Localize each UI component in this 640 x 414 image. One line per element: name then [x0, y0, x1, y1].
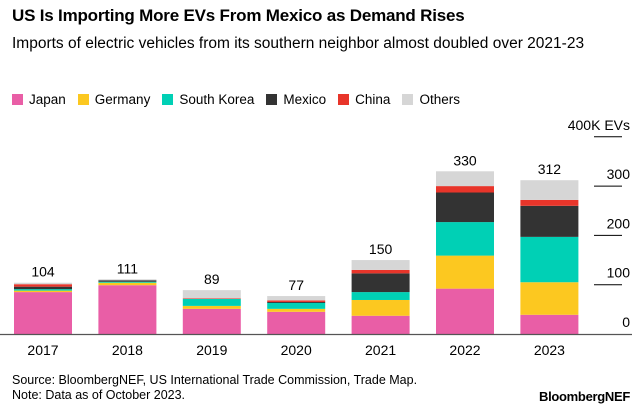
- bar-segment-japan-2019: [182, 308, 241, 334]
- bar-segment-china-2023: [520, 199, 579, 206]
- bar-segment-china-2017: [14, 284, 72, 287]
- total-label: 104: [31, 264, 55, 280]
- note-text: Note: Data as of October 2023.: [12, 388, 186, 402]
- total-label: 89: [204, 271, 220, 287]
- bar-segment-south-korea-2023: [520, 236, 579, 283]
- bar-segment-south-korea-2022: [436, 222, 494, 256]
- bar-segment-china-2022: [436, 186, 494, 193]
- bar-segment-others-2017: [14, 282, 72, 285]
- bar-segment-japan-2023: [520, 314, 579, 334]
- bar-segment-others-2019: [182, 290, 241, 299]
- legend-label: Others: [419, 92, 460, 107]
- legend-swatch: [266, 94, 278, 105]
- bar-segment-others-2023: [520, 180, 579, 200]
- x-tick-label: 2018: [112, 342, 143, 358]
- bar-segment-japan-2017: [14, 292, 72, 334]
- bar-segment-south-korea-2020: [267, 302, 326, 309]
- legend-item-mexico: Mexico: [266, 92, 326, 107]
- bar-segment-mexico-2022: [436, 192, 494, 223]
- legend-label: Germany: [94, 92, 151, 107]
- bar-segment-others-2020: [267, 296, 326, 301]
- legend-swatch: [162, 94, 174, 105]
- bar-segment-mexico-2020: [267, 301, 326, 303]
- legend-label: Japan: [29, 92, 66, 107]
- total-label: 150: [369, 241, 393, 257]
- bar-segment-germany-2021: [351, 299, 410, 316]
- bar-segment-south-korea-2018: [98, 281, 157, 283]
- bar-segment-germany-2018: [98, 282, 157, 286]
- legend-label: South Korea: [179, 92, 255, 107]
- x-tick-label: 2017: [27, 342, 58, 358]
- y-tick-label: 400K EVs: [568, 117, 630, 133]
- legend-item-others: Others: [402, 92, 460, 107]
- x-tick-label: 2022: [449, 342, 480, 358]
- legend-swatch: [338, 94, 350, 105]
- x-tick-label: 2020: [281, 342, 312, 358]
- chart-subtitle: Imports of electric vehicles from its so…: [12, 35, 585, 52]
- legend-label: Mexico: [283, 92, 327, 107]
- legend-item-china: China: [338, 92, 390, 107]
- bar-segment-others-2022: [436, 171, 494, 187]
- bar-segment-mexico-2021: [351, 273, 410, 293]
- y-tick-label: 300: [607, 166, 631, 182]
- y-tick-label: 0: [622, 314, 630, 330]
- y-tick-label: 200: [607, 215, 631, 231]
- bar-segment-germany-2019: [182, 305, 241, 309]
- bar-segment-south-korea-2017: [14, 289, 72, 291]
- bar-segment-japan-2020: [267, 311, 326, 334]
- legend-swatch: [77, 94, 89, 105]
- bar-segment-germany-2022: [436, 255, 494, 289]
- bar-segment-japan-2022: [436, 288, 494, 334]
- bar-segment-japan-2021: [351, 315, 410, 334]
- bar-segment-china-2020: [267, 300, 326, 302]
- source-note: Source: BloombergNEF, US International T…: [12, 373, 417, 403]
- total-label: 312: [538, 161, 562, 177]
- legend: Japan Germany South Korea Mexico China Others: [12, 92, 460, 107]
- total-label: 77: [288, 277, 304, 293]
- legend-item-germany: Germany: [77, 92, 151, 107]
- bar-segment-germany-2023: [520, 282, 579, 315]
- bar-segment-south-korea-2019: [182, 298, 241, 306]
- bar-segment-others-2021: [351, 260, 410, 270]
- y-tick-label: 100: [607, 265, 631, 281]
- legend-swatch: [12, 94, 23, 105]
- bar-segment-japan-2018: [98, 285, 157, 334]
- chart-title: US Is Importing More EVs From Mexico as …: [12, 6, 465, 25]
- legend-item-south-korea: South Korea: [162, 92, 254, 107]
- x-tick-label: 2021: [365, 342, 396, 358]
- x-tick-label: 2023: [534, 342, 565, 358]
- bar-segment-germany-2017: [14, 290, 72, 293]
- bar-segment-mexico-2017: [14, 286, 72, 290]
- bar-segment-mexico-2018: [98, 280, 157, 282]
- source-text: Source: BloombergNEF, US International T…: [12, 373, 418, 387]
- legend-swatch: [402, 94, 414, 105]
- bar-segment-south-korea-2021: [351, 292, 410, 300]
- bar-segment-mexico-2023: [520, 205, 579, 237]
- bar-segment-germany-2020: [267, 308, 326, 312]
- bar-segment-china-2021: [351, 269, 410, 274]
- total-label: 111: [117, 260, 138, 276]
- brand-logo: BloombergNEF: [538, 389, 630, 404]
- legend-label: China: [355, 92, 391, 107]
- x-tick-label: 2019: [196, 342, 227, 358]
- legend-item-japan: Japan: [12, 92, 66, 107]
- bar-segment-others-2018: [98, 279, 157, 281]
- total-label: 330: [453, 152, 477, 168]
